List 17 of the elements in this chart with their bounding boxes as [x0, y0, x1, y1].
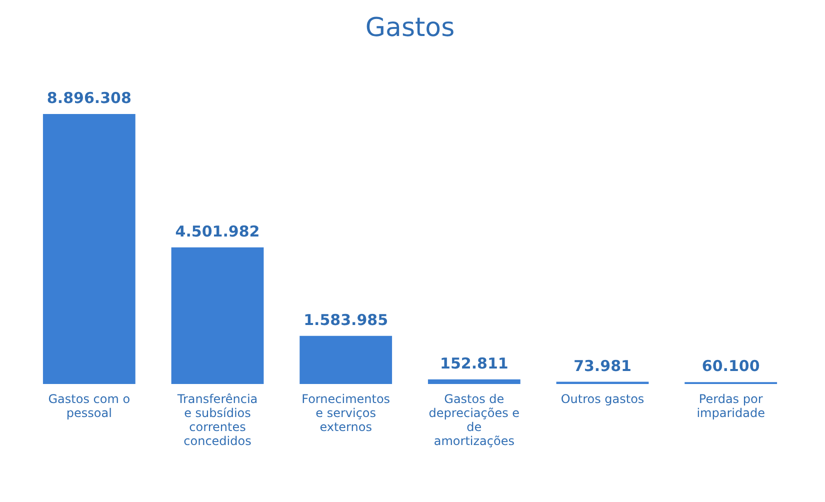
x-tick-label: Perdas por imparidade	[696, 392, 765, 420]
bar	[171, 247, 264, 384]
x-tick-label: Gastos de depreciações e de amortizações	[428, 392, 520, 448]
data-label: 73.981	[574, 356, 632, 375]
data-label: 152.811	[440, 354, 508, 372]
x-tick-label: Transferência e subsídios correntes concedidos	[176, 392, 258, 448]
data-label: 8.896.308	[46, 89, 132, 107]
data-label: 4.501.982	[175, 222, 260, 240]
data-label: 60.100	[702, 357, 760, 376]
bar	[42, 114, 136, 384]
x-tick-label: Gastos com o pessoal	[48, 392, 130, 420]
bar	[428, 379, 520, 384]
bar	[300, 336, 392, 384]
x-tick-label: Fornecimentos e serviços externos	[302, 392, 390, 434]
chart-title: Gastos	[365, 13, 455, 43]
x-tick-label: Outros gastos	[560, 392, 644, 406]
data-label: 1.583.985	[304, 310, 388, 329]
